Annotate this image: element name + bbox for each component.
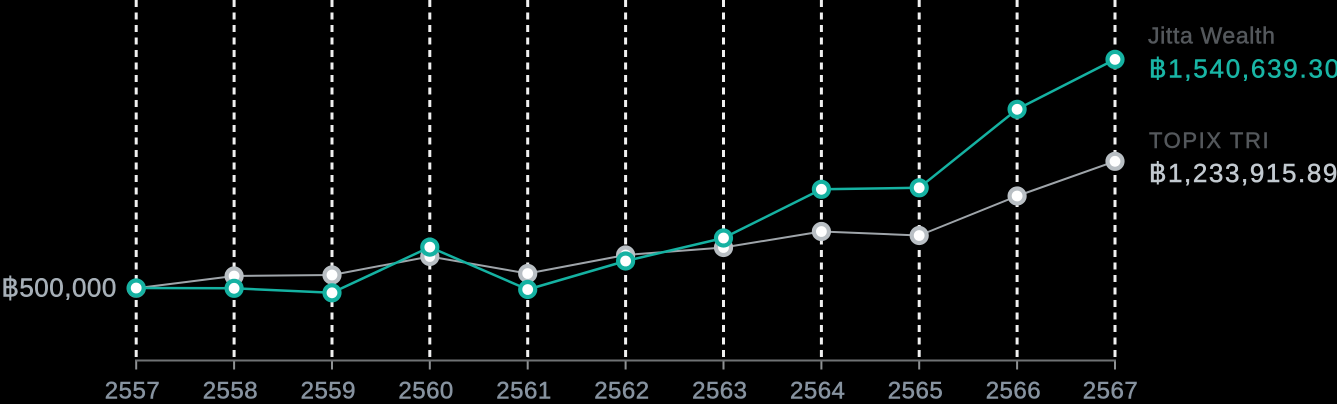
svg-text:TOPIX TRI: TOPIX TRI (1149, 128, 1270, 153)
svg-text:B1,540,639.30: B1,540,639.30 (1149, 54, 1337, 84)
svg-text:2559: 2559 (301, 378, 356, 404)
svg-text:B1,233,915.89: B1,233,915.89 (1149, 158, 1337, 188)
svg-text:2567: 2567 (1083, 378, 1138, 404)
svg-text:2557: 2557 (105, 378, 160, 404)
svg-text:Jitta Wealth: Jitta Wealth (1148, 23, 1276, 49)
svg-text:B500,000: B500,000 (2, 273, 117, 303)
svg-text:2566: 2566 (986, 378, 1041, 404)
svg-text:2563: 2563 (692, 378, 747, 404)
svg-text:2558: 2558 (203, 378, 258, 404)
svg-text:2564: 2564 (790, 378, 845, 404)
svg-text:2561: 2561 (496, 378, 551, 404)
svg-text:2562: 2562 (594, 378, 649, 404)
svg-text:2565: 2565 (888, 378, 943, 404)
svg-text:2560: 2560 (398, 378, 453, 404)
